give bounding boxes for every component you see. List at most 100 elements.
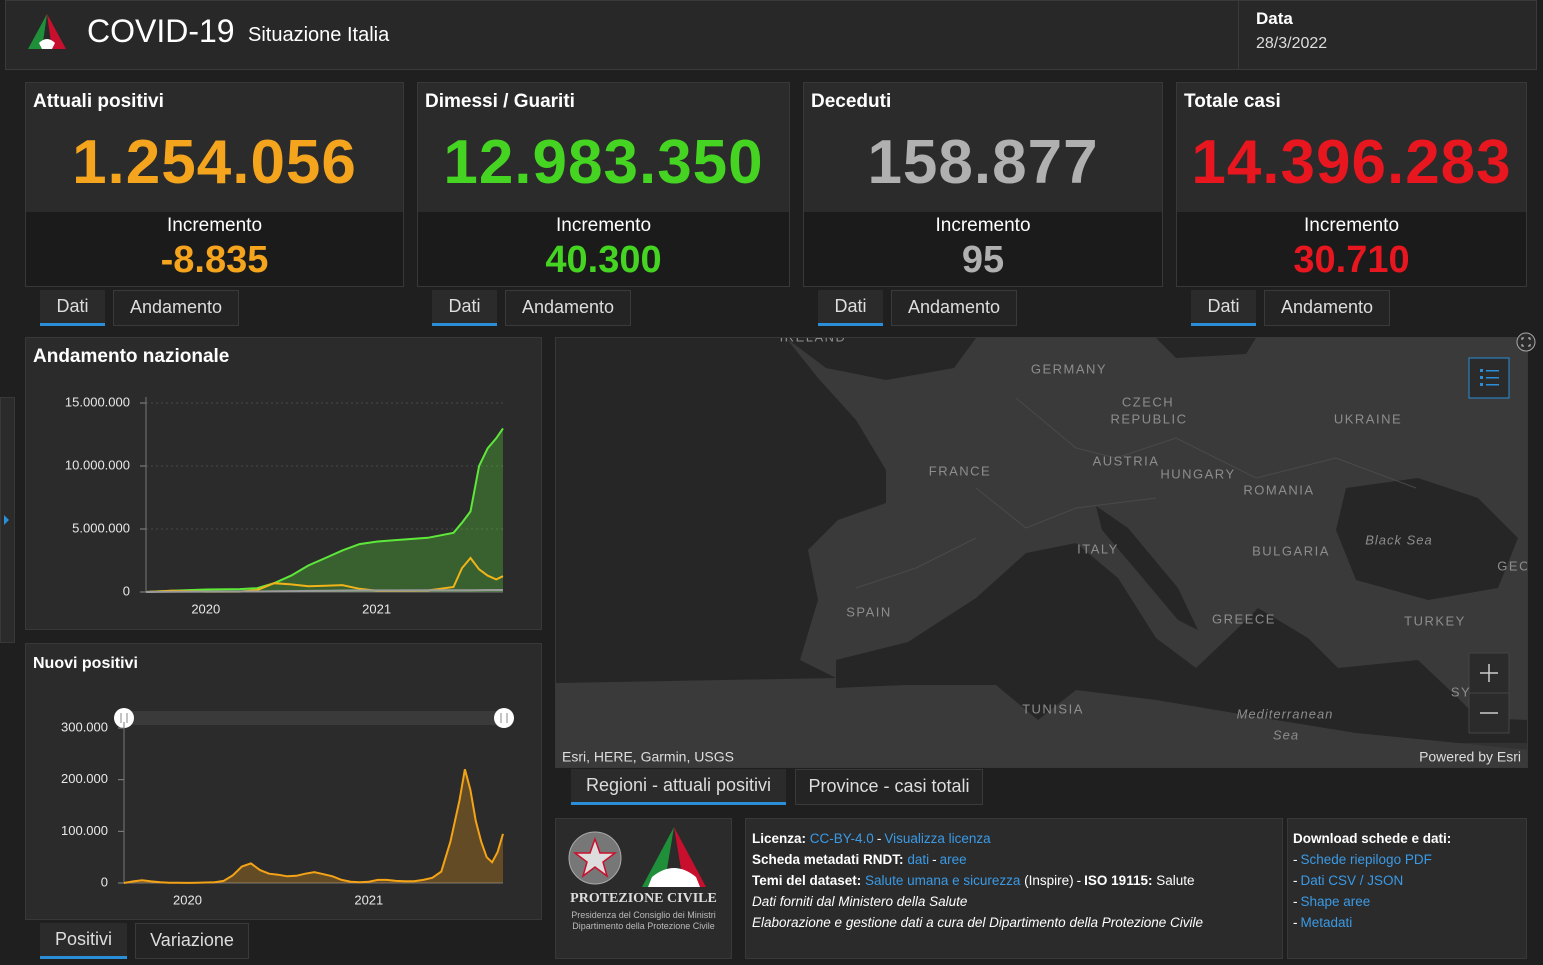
link[interactable]: Shape aree xyxy=(1300,894,1371,909)
bullet: - xyxy=(1293,873,1298,888)
map[interactable]: IRELAND GERMANY CZECH REPUBLIC UKRAINE FRANCE… xyxy=(555,337,1528,768)
card-value: 1.254.056 xyxy=(72,128,357,197)
separator: - xyxy=(932,852,937,867)
map-label: Sea xyxy=(1273,727,1299,742)
tab[interactable]: Dati xyxy=(432,290,497,326)
slider-handle[interactable] xyxy=(494,708,514,728)
chart-title: Nuovi positivi xyxy=(33,655,138,672)
tab[interactable]: Andamento xyxy=(113,290,239,326)
card-increment-box: Incremento 95 xyxy=(804,212,1162,286)
info-line: Temi del dataset: Salute umana e sicurez… xyxy=(752,870,1276,891)
increment-label: Incremento xyxy=(935,215,1031,236)
label: Download schede e dati: xyxy=(1293,831,1452,846)
increment-label: Incremento xyxy=(555,215,652,236)
header: COVID-19 Situazione Italia Data 28/3/202… xyxy=(5,0,1537,70)
logo-line: Dipartimento della Protezione Civile xyxy=(572,921,715,931)
arrow xyxy=(4,515,9,525)
download-item: - Schede riepilogo PDF xyxy=(1293,849,1521,870)
x-tick-label: 2020 xyxy=(173,892,202,907)
label: Temi del dataset: xyxy=(752,873,862,888)
info-panel: Licenza: CC-BY-4.0- Visualizza licenza Sc… xyxy=(745,818,1283,959)
line xyxy=(145,589,503,593)
map-label: HUNGARY xyxy=(1160,466,1235,481)
tab[interactable]: Dati xyxy=(818,290,883,326)
tab[interactable]: Dati xyxy=(40,290,105,326)
sea xyxy=(556,338,1527,750)
download-item: - Dati CSV / JSON xyxy=(1293,870,1521,891)
text: Salute xyxy=(1156,873,1195,888)
link[interactable]: Metadati xyxy=(1300,915,1353,930)
separator xyxy=(1238,1,1239,69)
tab[interactable]: Andamento xyxy=(891,290,1017,326)
y-tick-label: 15.000.000 xyxy=(65,394,130,409)
slider-handle[interactable] xyxy=(114,708,134,728)
subtitle: Situazione Italia xyxy=(248,24,390,46)
borders xyxy=(855,397,1417,589)
map-powered: Powered by Esri xyxy=(1419,749,1521,765)
map-label: BULGARIA xyxy=(1252,543,1330,558)
link[interactable]: CC-BY-4.0 xyxy=(809,831,874,846)
increment-value: 40.300 xyxy=(545,239,662,281)
map-label: GREECE xyxy=(1212,611,1276,626)
increment-value: -8.835 xyxy=(160,239,269,281)
tab[interactable]: Andamento xyxy=(505,290,631,326)
info-line: Scheda metadati RNDT: dati - aree xyxy=(752,849,1276,870)
chart: Andamento nazionale 0 5.000.000 10.000.000 1… xyxy=(33,346,504,616)
y-tick-label: 300.000 xyxy=(61,719,108,734)
handle-grip xyxy=(500,713,508,723)
legend-icon xyxy=(1480,369,1499,386)
y-tick-label: 0 xyxy=(123,583,130,598)
handle-grip xyxy=(120,713,128,723)
chart-title: Andamento nazionale xyxy=(33,346,229,367)
info-line: Elaborazione e gestione dati a cura del … xyxy=(752,912,1276,933)
logo-name: PROTEZIONE CIVILE xyxy=(570,891,717,906)
map-label: SPAIN xyxy=(846,604,892,619)
fullscreen-button[interactable] xyxy=(1515,331,1537,353)
info-line: Licenza: CC-BY-4.0- Visualizza licenza xyxy=(752,828,1276,849)
y-tick-label: 5.000.000 xyxy=(72,520,130,535)
tab[interactable]: Variazione xyxy=(135,923,249,959)
download-title: Download schede e dati: xyxy=(1293,828,1521,849)
logo-icon xyxy=(28,14,66,49)
link[interactable]: Salute umana e sicurezza xyxy=(865,873,1021,888)
label: Scheda metadati RNDT: xyxy=(752,852,904,867)
card-increment-box: Incremento 40.300 xyxy=(418,212,789,286)
bullet: - xyxy=(1293,915,1298,930)
download-item: - Metadati xyxy=(1293,912,1521,933)
card-value: 158.877 xyxy=(867,128,1099,197)
label: Licenza: xyxy=(752,831,807,846)
x-tick-label: 2021 xyxy=(354,892,383,907)
y-tick-label: 10.000.000 xyxy=(65,457,130,472)
area xyxy=(124,769,503,883)
link[interactable]: aree xyxy=(939,852,967,867)
link[interactable]: Schede riepilogo PDF xyxy=(1300,852,1432,867)
tab[interactable]: Andamento xyxy=(1264,290,1390,326)
info-line: Dati forniti dal Ministero della Salute xyxy=(752,891,1276,912)
link[interactable]: dati xyxy=(907,852,930,867)
map-label: GERMANY xyxy=(1031,361,1107,376)
tab[interactable]: Positivi xyxy=(40,923,127,959)
tab[interactable]: Province - casi totali xyxy=(795,769,983,805)
label: ISO 19115: xyxy=(1084,873,1153,888)
sidebar-toggle[interactable] xyxy=(0,397,15,643)
tab[interactable]: Dati xyxy=(1191,290,1256,326)
map-label: REPUBLIC xyxy=(1110,411,1187,426)
map-canvas: IRELAND GERMANY CZECH REPUBLIC UKRAINE FRANCE… xyxy=(556,338,1527,767)
bullet: - xyxy=(1293,852,1298,867)
separator: - xyxy=(1076,873,1082,888)
map-label: GEO xyxy=(1497,558,1527,573)
card-increment-box: Incremento 30.710 xyxy=(1177,212,1526,286)
bullet: - xyxy=(1293,894,1298,909)
map-label: AUSTRIA xyxy=(1093,453,1160,468)
tab[interactable]: Regioni - attuali positivi xyxy=(571,769,786,805)
chart: Nuovi positivi 0 100.000 200.000 300.000 2020… xyxy=(33,655,514,907)
link[interactable]: Dati CSV / JSON xyxy=(1300,873,1404,888)
y-tick-label: 200.000 xyxy=(61,771,108,786)
emblems xyxy=(568,827,706,887)
x-tick-label: 2020 xyxy=(191,601,220,616)
y-tick-label: 0 xyxy=(101,874,108,889)
card-title: Deceduti xyxy=(811,91,892,112)
line xyxy=(123,769,504,884)
link[interactable]: Visualizza licenza xyxy=(884,831,991,846)
